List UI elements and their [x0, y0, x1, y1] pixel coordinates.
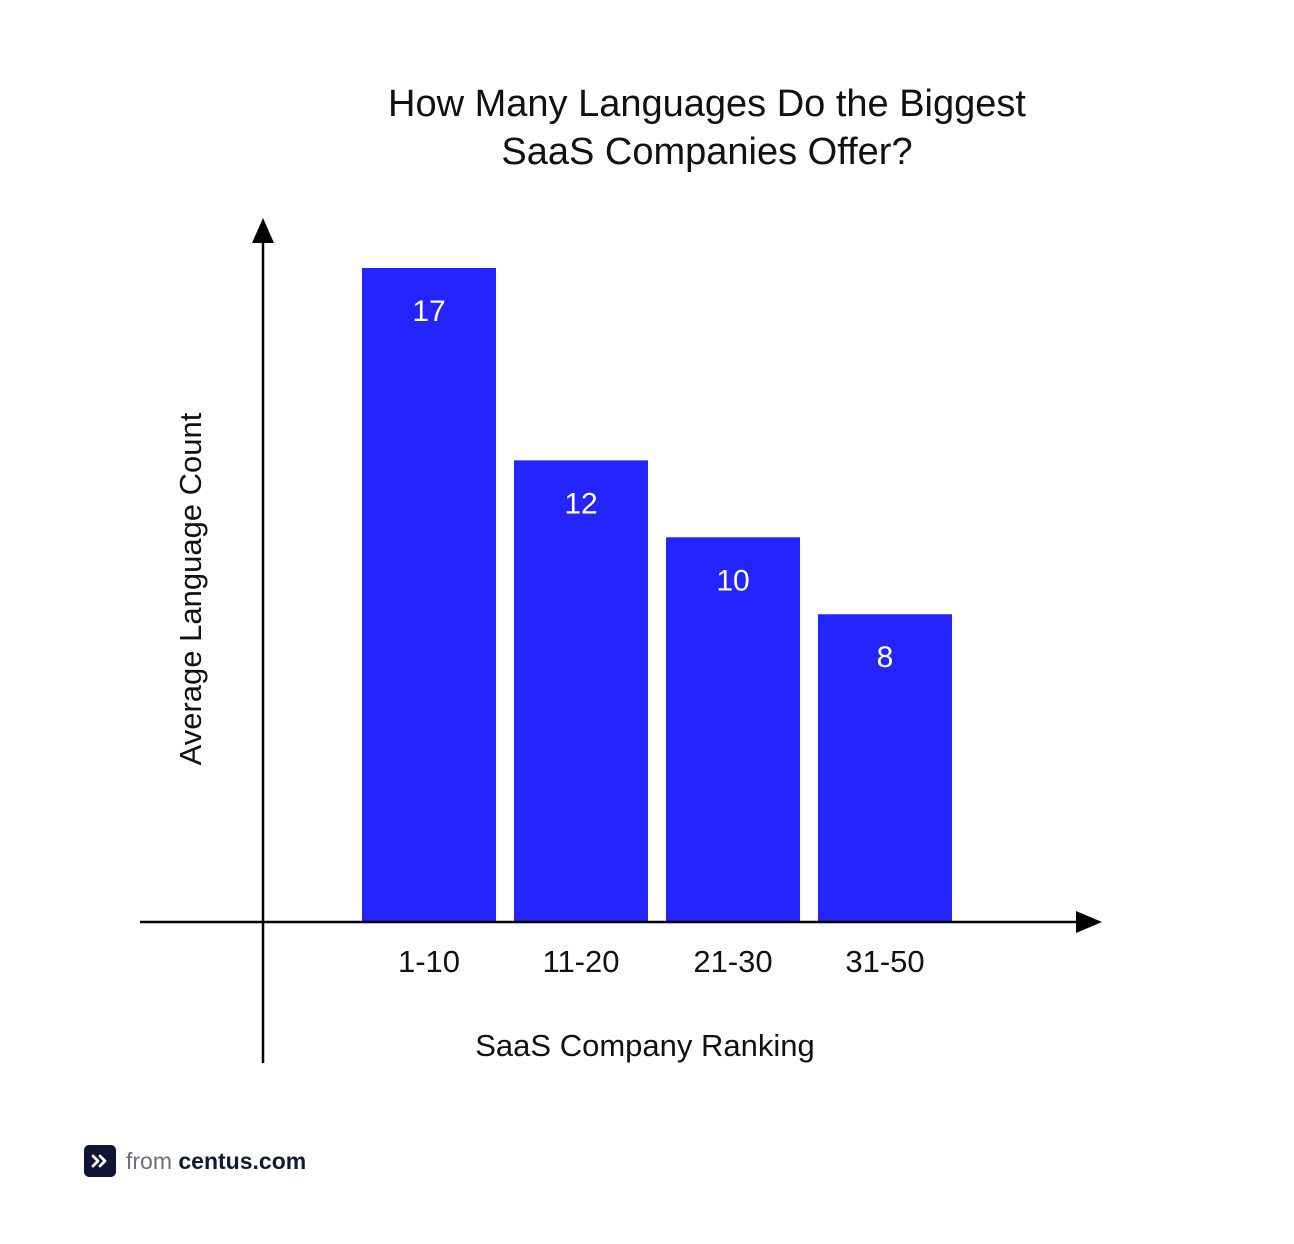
bar-11-20 [514, 460, 648, 922]
double-chevron-right-icon [84, 1145, 116, 1177]
x-axis-label: SaaS Company Ranking [475, 1028, 814, 1063]
x-tick-label: 31-50 [845, 944, 924, 979]
x-tick-label: 21-30 [693, 944, 772, 979]
source-credit-prefix: from [126, 1148, 172, 1174]
x-tick-label: 11-20 [543, 944, 620, 979]
bar-value-label: 10 [716, 564, 749, 597]
bars-group: 17 12 10 8 [362, 268, 952, 922]
source-credit-brand: centus.com [178, 1148, 307, 1174]
chart-title-line-2: SaaS Companies Offer? [501, 131, 912, 173]
x-tick-labels: 1-10 11-20 21-30 31-50 [398, 944, 925, 979]
x-axis-arrow [1076, 911, 1102, 933]
y-axis-label: Average Language Count [173, 412, 208, 765]
bar-21-30 [666, 537, 800, 922]
bar-1-10 [362, 268, 496, 922]
x-tick-label: 1-10 [398, 944, 460, 979]
chart-title-line-1: How Many Languages Do the Biggest [388, 83, 1026, 125]
source-credit: from centus.com [84, 1145, 306, 1177]
y-axis-arrow [252, 218, 274, 243]
bar-31-50 [818, 614, 952, 922]
bar-value-label: 17 [412, 295, 445, 328]
source-credit-text: from centus.com [126, 1145, 306, 1177]
bar-value-label: 12 [564, 487, 597, 520]
bar-value-label: 8 [877, 641, 894, 674]
